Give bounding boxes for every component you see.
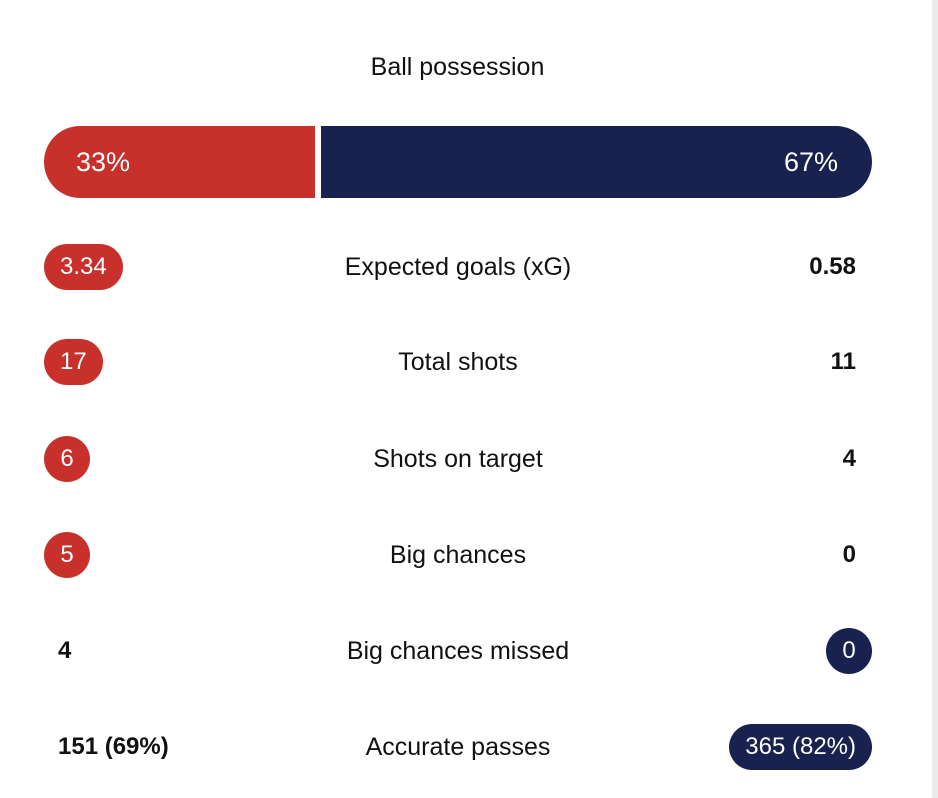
stat-label: Total shots <box>398 348 518 376</box>
home-value-badge: 17 <box>44 339 103 385</box>
home-value-badge: 3.34 <box>44 244 123 290</box>
possession-bar: 33% 67% <box>44 126 872 198</box>
stat-row-big-chances-missed: Big chances missed 4 0 <box>44 626 872 676</box>
stat-label: Big chances <box>389 541 527 569</box>
stat-label: Accurate passes <box>365 733 551 761</box>
stat-label: Shots on target <box>373 445 543 473</box>
scrollbar-track[interactable] <box>932 0 938 798</box>
stat-row-shots-on-target: Shots on target 6 4 <box>44 434 872 484</box>
possession-title: Ball possession <box>370 53 545 81</box>
home-value: 151 (69%) <box>58 733 169 760</box>
home-value-badge: 6 <box>44 436 90 482</box>
possession-away-segment: 67% <box>321 126 872 198</box>
stat-label: Big chances missed <box>346 637 570 665</box>
away-value: 0 <box>842 541 856 568</box>
away-value: 11 <box>830 348 856 375</box>
possession-home-segment: 33% <box>44 126 315 198</box>
stat-row-big-chances: Big chances 5 0 <box>44 530 872 580</box>
stat-label: Expected goals (xG) <box>344 253 572 281</box>
stat-row-total-shots: Total shots 17 11 <box>44 337 872 387</box>
home-value-badge: 5 <box>44 532 90 578</box>
stat-row-expected-goals: Expected goals (xG) 3.34 0.58 <box>44 242 872 292</box>
away-value: 4 <box>842 445 856 472</box>
away-value-badge: 0 <box>826 628 872 674</box>
stat-row-accurate-passes: Accurate passes 151 (69%) 365 (82%) <box>44 722 872 772</box>
home-value: 4 <box>58 637 72 664</box>
away-value: 0.58 <box>809 253 856 280</box>
away-value-badge: 365 (82%) <box>729 724 872 770</box>
